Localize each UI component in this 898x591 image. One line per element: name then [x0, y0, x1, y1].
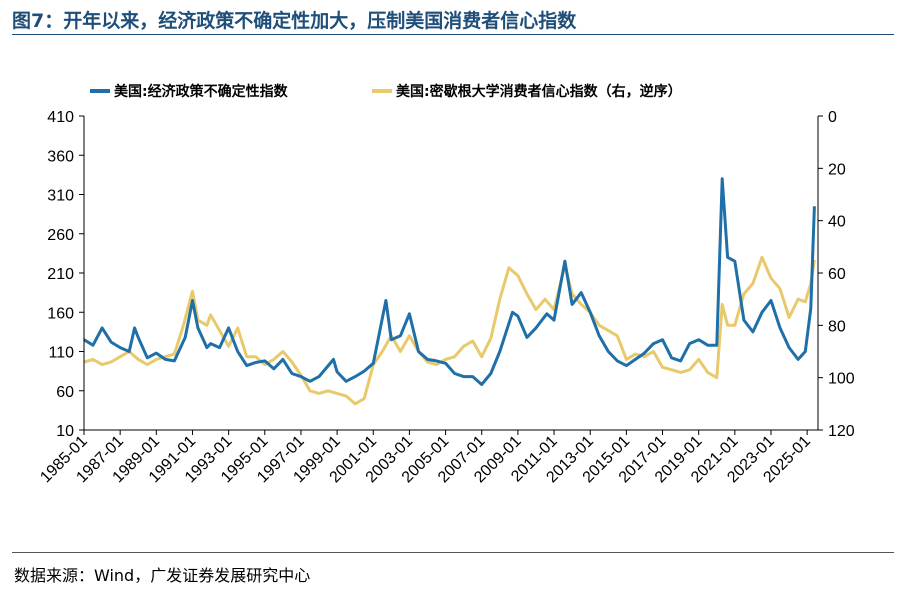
figure-title: 图7：开年以来，经济政策不确定性加大，压制美国消费者信心指数 [12, 10, 577, 32]
series-layer [83, 177, 816, 406]
y-right-tick-label: 80 [828, 318, 846, 335]
y-left-tick-label: 360 [47, 148, 74, 165]
series-line-1 [83, 177, 816, 386]
y-right-tick-label: 120 [828, 423, 855, 440]
y-right-tick-label: 40 [828, 214, 846, 231]
y-left-tick-label: 60 [56, 384, 74, 401]
y-left-tick-label: 160 [47, 305, 74, 322]
y-left-tick-label: 110 [48, 345, 74, 362]
source-note: 数据来源：Wind，广发证券发展研究中心 [14, 566, 311, 585]
title-rule [12, 34, 894, 35]
y-left-tick-label: 210 [47, 266, 74, 283]
y-right-tick-label: 60 [828, 266, 846, 283]
series-line-2 [83, 255, 816, 406]
chart: 美国:经济政策不确定性指数 美国:密歇根大学消费者信心指数（右，逆序） 10601… [37, 83, 855, 486]
source-rule [12, 552, 894, 553]
axes-layer: 10 60 110 160 210 260 310 360 410 0 20 40 60 80 100 120… [37, 109, 855, 486]
legend: 美国:经济政策不确定性指数 美国:密歇根大学消费者信心指数（右，逆序） [90, 83, 682, 100]
legend-label-1: 美国:经济政策不确定性指数 [114, 83, 289, 100]
y-left-tick-label: 310 [47, 188, 74, 205]
y-right-tick-label: 0 [828, 109, 837, 126]
y-left-tick-label: 10 [56, 423, 74, 440]
y-left-tick-label: 410 [47, 109, 74, 126]
y-right-tick-label: 20 [828, 161, 846, 178]
y-left-tick-label: 260 [47, 227, 74, 244]
legend-label-2: 美国:密歇根大学消费者信心指数（右，逆序） [396, 83, 682, 100]
y-right-tick-label: 100 [828, 371, 855, 388]
